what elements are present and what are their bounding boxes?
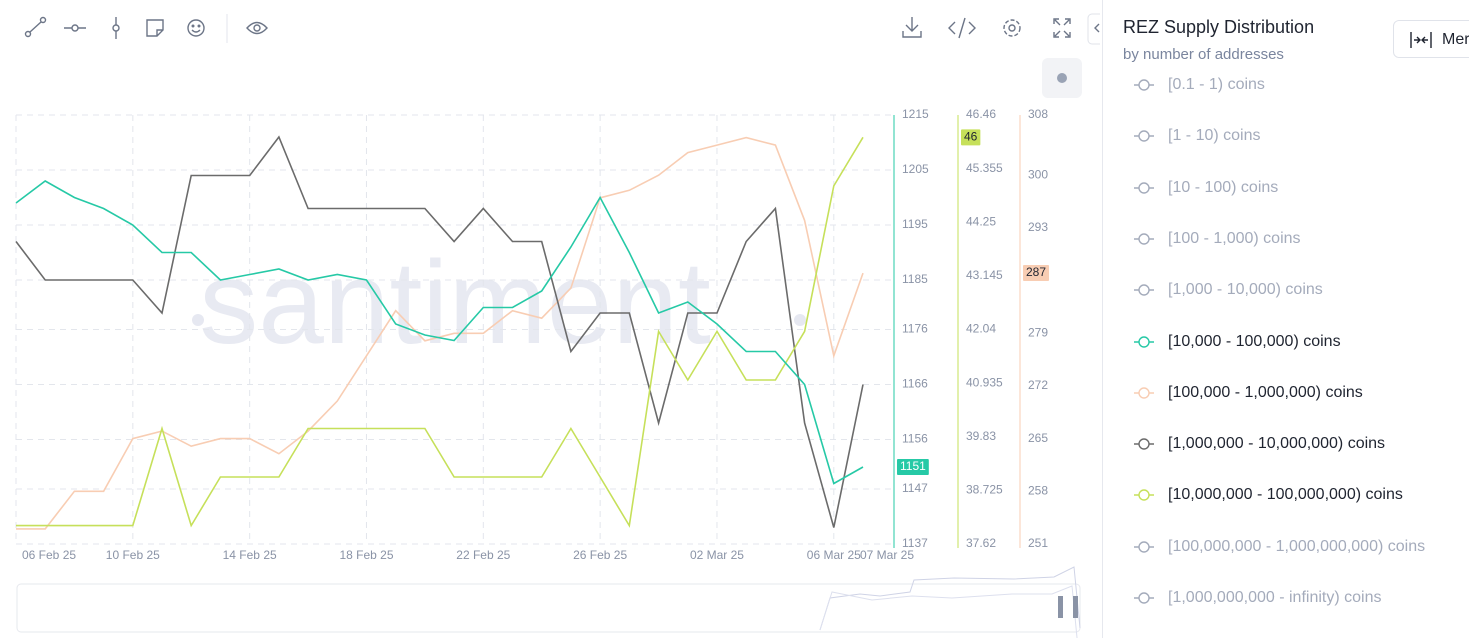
badge-label: 287 [1026, 265, 1046, 279]
watermark: santiment [199, 237, 711, 369]
x-tick-label: 06 Feb 25 [22, 548, 76, 562]
legend-label: [100,000 - 1,000,000) coins [1168, 383, 1363, 401]
y-tick-label: 46.46 [966, 107, 996, 121]
y-tick-label: 38.725 [966, 483, 1003, 497]
x-tick-label: 06 Mar 25 [807, 548, 861, 562]
merge-label: Merge [1442, 31, 1469, 48]
emoji-tool[interactable] [187, 19, 205, 37]
y-tick-label: 1215 [902, 107, 929, 121]
x-tick-label: 26 Feb 25 [573, 548, 627, 562]
legend-icon [1134, 79, 1154, 91]
x-tick-label: 18 Feb 25 [339, 548, 393, 562]
y-tick-label: 42.04 [966, 322, 996, 336]
series-line [15, 135, 864, 528]
options-dot [1057, 73, 1067, 83]
y-tick-label: 251 [1028, 536, 1048, 550]
legend-icon [1134, 592, 1154, 604]
legend-label: [1,000 - 10,000) coins [1168, 281, 1323, 299]
watermark-dot [192, 314, 204, 326]
legend-label: [100 - 1,000) coins [1168, 229, 1301, 247]
y-tick-label: 293 [1028, 220, 1048, 234]
legend-label: [0.1 - 1) coins [1168, 76, 1265, 93]
legend-icon [1134, 233, 1154, 245]
y-tick-label: 258 [1028, 483, 1048, 497]
last-value-badge: 1151 [897, 459, 929, 475]
legend-label: [1 - 10) coins [1168, 127, 1261, 145]
legend-label: [1,000,000,000 - infinity) coins [1168, 589, 1382, 606]
sidebar: REZ Supply Distribution by number of add… [1102, 0, 1469, 638]
legend-icon [1134, 284, 1154, 296]
merge-icon [1410, 32, 1432, 48]
collapse-sidebar-button[interactable] [1087, 13, 1100, 45]
y-tick-label: 40.935 [966, 375, 1003, 389]
y-tick-label: 265 [1028, 431, 1048, 445]
note-tool[interactable] [146, 19, 164, 37]
legend-icon [1134, 181, 1154, 194]
badge-box [1023, 265, 1050, 282]
fullscreen-button[interactable] [1053, 18, 1071, 38]
series-line [15, 180, 864, 485]
toolbar [24, 13, 1100, 98]
x-tick-label: 07 Mar 25 [860, 548, 914, 562]
legend-label: [10,000 - 100,000) coins [1168, 332, 1341, 350]
collapse-icon [1094, 23, 1100, 33]
last-value-badge: 287 [1023, 265, 1050, 282]
legend-label: [10 - 100) coins [1168, 178, 1279, 196]
chart: santiment 06 Feb 25 10 Feb 25 14 Feb 25 18 … [15, 13, 1100, 638]
badge-box [897, 459, 929, 475]
embed-button[interactable] [948, 17, 976, 39]
legend-label: [10,000,000 - 100,000,000) coins [1168, 486, 1403, 504]
y-tick-label: 279 [1028, 325, 1048, 339]
y-tick-label: 1205 [902, 162, 929, 176]
legend-icon [1134, 489, 1154, 502]
view-tool[interactable] [246, 21, 268, 35]
legend-icon [1134, 335, 1154, 348]
y-tick-label: 308 [1028, 107, 1048, 121]
download-button[interactable] [902, 17, 922, 38]
sidebar-subtitle: by number of addresses [1123, 46, 1284, 63]
merge-button[interactable]: Merge [1393, 20, 1469, 58]
badge-box [961, 129, 981, 146]
x-tick-label: 14 Feb 25 [223, 548, 277, 562]
legend-icon [1134, 130, 1154, 142]
badge-label: 46 [964, 129, 978, 143]
settings-button[interactable] [1003, 19, 1021, 37]
y-tick-label: 44.25 [966, 214, 996, 228]
legend-label: [1,000,000 - 10,000,000) coins [1168, 435, 1386, 453]
sidebar-title: REZ Supply Distribution [1123, 17, 1315, 37]
badge-label: 1151 [900, 459, 926, 473]
y-tick-label: 1195 [902, 217, 928, 231]
x-tick-label: 02 Mar 25 [690, 548, 744, 562]
legend-label: [100,000,000 - 1,000,000,000) coins [1168, 537, 1426, 555]
navigator [16, 566, 1081, 638]
y-tick-label: 39.83 [966, 429, 996, 443]
y-tick-label: 1137 [902, 536, 928, 550]
y-tick-label: 272 [1028, 378, 1048, 392]
last-value-badge: 46 [961, 129, 981, 146]
x-tick-label: 22 Feb 25 [456, 548, 510, 562]
legend: [0.1 - 1) coins [1 - 10) coins [10 - 100) … [1103, 75, 1469, 638]
y-tick-label: 1176 [902, 322, 928, 336]
legend-icon [1134, 540, 1154, 553]
watermark-dot [794, 314, 806, 326]
trend-line-tool[interactable] [24, 16, 47, 38]
legend-icon [1134, 387, 1154, 399]
y-tick-label: 1166 [902, 377, 928, 391]
y-tick-label: 37.62 [966, 536, 996, 550]
legend-icon [1134, 438, 1154, 450]
series-line [16, 136, 864, 528]
y-tick-label: 1185 [902, 272, 928, 286]
y-tick-label: 45.355 [966, 161, 1003, 175]
y-tick-label: 300 [1028, 167, 1048, 181]
y-tick-label: 43.145 [966, 268, 1003, 282]
y-tick-label: 1147 [902, 481, 928, 495]
vertical-line-tool[interactable] [112, 17, 120, 39]
y-tick-label: 1156 [902, 432, 928, 446]
x-tick-label: 10 Feb 25 [106, 548, 160, 562]
horizontal-line-tool[interactable] [64, 24, 86, 32]
